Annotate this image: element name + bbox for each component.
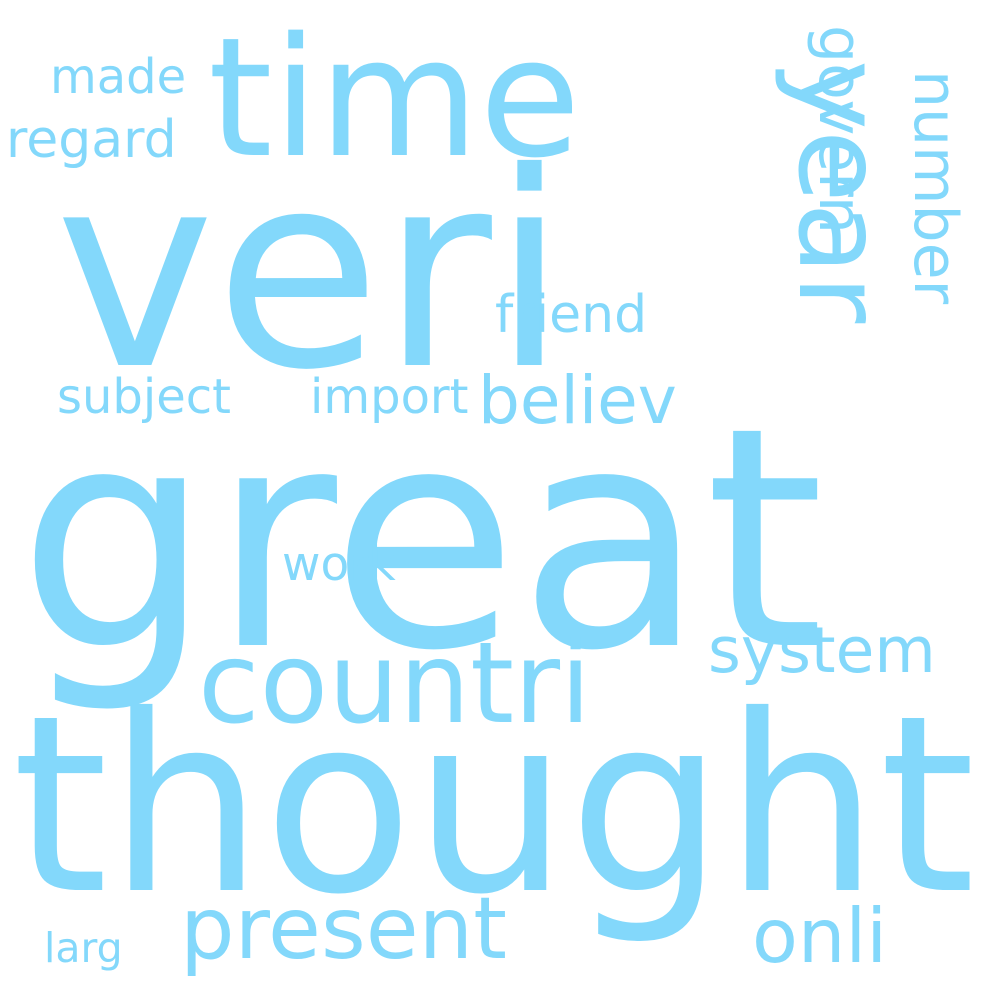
word-larg: larg <box>44 924 123 972</box>
word-govern: govern <box>805 25 875 234</box>
word-present: present <box>180 879 507 979</box>
word-subject: subject <box>57 369 231 425</box>
word-import: import <box>310 369 468 425</box>
word-system: system <box>708 614 936 687</box>
word-work: work <box>282 537 397 592</box>
word-countri: countri <box>198 619 591 749</box>
word-great: great <box>18 362 824 717</box>
word-friend: friend <box>495 285 647 345</box>
word-veri: veri <box>55 114 567 429</box>
word-regard: regard <box>6 110 177 170</box>
word-time: time <box>208 2 581 194</box>
word-believ: believ <box>478 362 677 439</box>
word-made: made <box>50 49 186 105</box>
word-year: year <box>772 60 910 324</box>
word-thought: thought <box>12 663 975 948</box>
word-number: number <box>900 70 970 305</box>
word-onli: onli <box>752 892 887 980</box>
word-group: veri great thought time year countri pre… <box>6 2 975 980</box>
